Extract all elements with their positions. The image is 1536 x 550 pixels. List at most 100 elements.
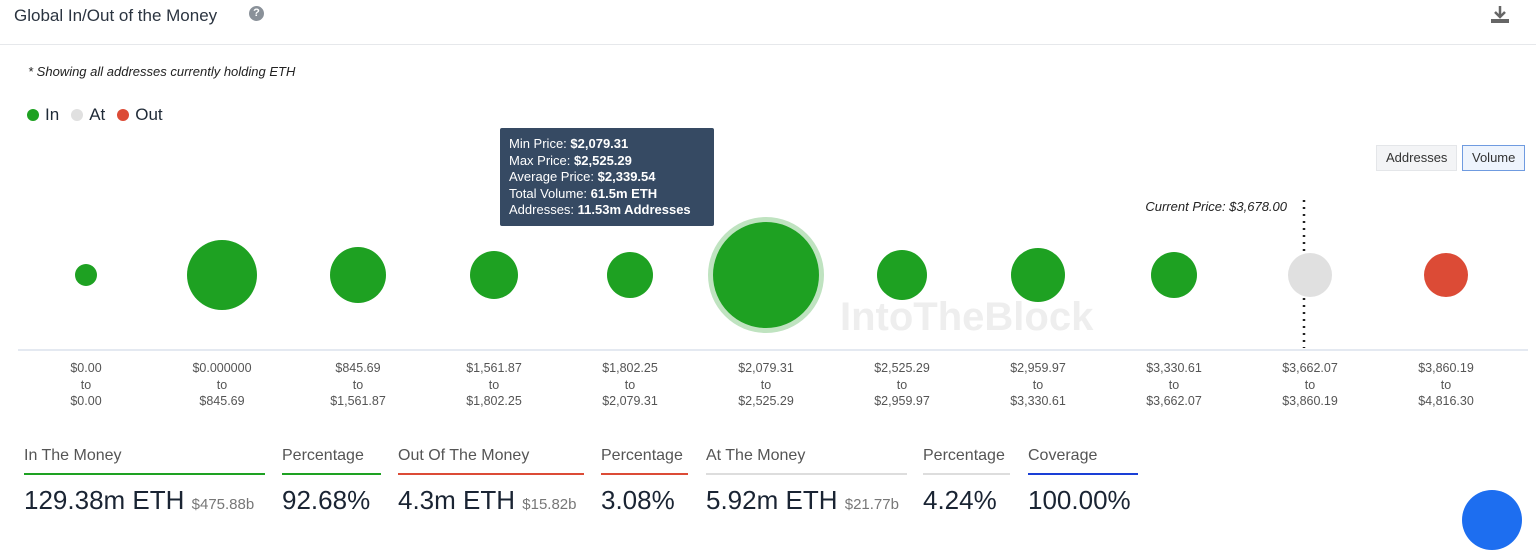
bucket-label-line: $3,330.61: [1010, 394, 1066, 408]
bucket-label-line: to: [1032, 377, 1044, 392]
tooltip-label: Total Volume:: [509, 185, 588, 201]
stat-value-main: 92.68%: [282, 485, 371, 515]
bucket-label-line: $2,079.31: [602, 394, 658, 408]
tooltip-addresses: 11.53m Addresses: [577, 202, 691, 217]
bucket-label: $2,959.97 to $3,330.61: [978, 360, 1098, 410]
tooltip-min-price: $2,079.31: [570, 136, 629, 151]
stat-value-usd: $21.77b: [844, 496, 899, 513]
bucket-label: $3,330.61 to $3,662.07: [1114, 360, 1234, 410]
at-dot-icon: [71, 109, 84, 121]
chart-note: * Showing all addresses currently holdin…: [28, 64, 296, 79]
bucket-label: $3,860.19 to $4,816.30: [1386, 360, 1506, 410]
stat-label: Percentage: [282, 447, 381, 475]
tooltip-avg-price: $2,339.54: [597, 169, 656, 184]
stat-value-main: 5.92m ETH: [706, 485, 838, 515]
bucket-label-line: to: [352, 377, 364, 392]
download-icon[interactable]: [1490, 4, 1510, 24]
bucket-label-line: $2,959.97: [874, 394, 930, 408]
tooltip-max-price: $2,525.29: [574, 152, 632, 168]
bubble[interactable]: [713, 222, 819, 328]
stat-value: 4.3m ETH $15.82b: [398, 485, 584, 516]
stat-block: Percentage 4.24%: [923, 447, 1010, 516]
bucket-label-line: $2,959.97: [1010, 361, 1066, 375]
chat-button[interactable]: [1462, 490, 1522, 550]
legend-in[interactable]: In: [27, 105, 59, 125]
out-dot-icon: [117, 109, 130, 121]
in-dot-icon: [27, 109, 39, 121]
bucket-label: $3,662.07 to $3,860.19: [1250, 360, 1370, 410]
bubble[interactable]: [75, 264, 97, 286]
tooltip: Min Price: $2,079.31 Max Price: $2,525.2…: [500, 128, 714, 226]
legend-label: In: [45, 105, 60, 124]
tooltip-label: Average Price:: [509, 169, 595, 184]
bucket-label-line: to: [896, 377, 908, 392]
bucket-label-line: $2,079.31: [738, 361, 794, 375]
addresses-toggle[interactable]: Addresses: [1376, 145, 1458, 171]
bucket-label-line: $4,816.30: [1418, 394, 1474, 408]
current-price-label: Current Price: $3,678.00: [1145, 199, 1287, 214]
bubble-chart: IntoTheBlock Current Price: $3,678.00: [18, 199, 1528, 351]
bubble[interactable]: [1424, 253, 1468, 297]
stat-block: Out Of The Money 4.3m ETH $15.82b: [398, 447, 584, 516]
stat-label: Out Of The Money: [398, 447, 584, 475]
bucket-label-line: $1,802.25: [466, 394, 522, 408]
stat-block: Percentage 3.08%: [601, 447, 688, 516]
stat-label: At The Money: [706, 447, 907, 475]
bucket-label-line: to: [760, 377, 772, 392]
stat-label: In The Money: [24, 447, 265, 475]
header: Global In/Out of the Money ?: [0, 0, 1536, 45]
bubble[interactable]: [187, 240, 257, 310]
bubble[interactable]: [470, 251, 518, 299]
bucket-label-line: $0.00: [70, 361, 102, 375]
stat-value: 4.24%: [923, 485, 1010, 516]
stat-value-main: 4.24%: [923, 485, 997, 515]
tooltip-label: Addresses:: [509, 202, 575, 217]
stat-value: 5.92m ETH $21.77b: [706, 485, 907, 516]
bucket-label: $0.000000 to $845.69: [162, 360, 282, 410]
bubble[interactable]: [330, 247, 386, 303]
legend-out[interactable]: Out: [117, 105, 163, 125]
tooltip-label: Max Price:: [509, 152, 571, 168]
bucket-label-line: $1,561.87: [466, 361, 522, 375]
bucket-label-line: to: [1168, 377, 1180, 392]
stat-value-main: 129.38m ETH: [24, 485, 185, 515]
bucket-label-line: to: [624, 377, 636, 392]
stat-value-usd: $475.88b: [191, 496, 255, 513]
stat-value: 3.08%: [601, 485, 688, 516]
bucket-label-line: $3,860.19: [1418, 361, 1474, 375]
bubble[interactable]: [607, 252, 653, 298]
legend-label: At: [89, 105, 106, 124]
watermark: IntoTheBlock: [840, 295, 1094, 339]
help-icon[interactable]: ?: [249, 6, 264, 21]
legend-at[interactable]: At: [71, 105, 105, 125]
stat-value-main: 100.00%: [1028, 485, 1131, 515]
bucket-label-line: $2,525.29: [874, 361, 930, 375]
bucket-label: $1,802.25 to $2,079.31: [570, 360, 690, 410]
tooltip-label: Min Price:: [509, 136, 567, 151]
bucket-label-line: to: [80, 377, 92, 392]
stat-block: Coverage 100.00%: [1028, 447, 1138, 516]
bucket-label-line: $2,525.29: [738, 394, 794, 408]
bubble[interactable]: [877, 250, 927, 300]
tooltip-volume: 61.5m ETH: [590, 185, 658, 201]
stat-value-main: 3.08%: [601, 485, 675, 515]
legend-label: Out: [135, 105, 163, 124]
stat-block: At The Money 5.92m ETH $21.77b: [706, 447, 907, 516]
stat-label: Coverage: [1028, 447, 1138, 475]
bucket-label-line: to: [216, 377, 228, 392]
stat-value-main: 4.3m ETH: [398, 485, 516, 515]
stat-value: 100.00%: [1028, 485, 1138, 516]
legend: In At Out: [27, 105, 167, 125]
bubble[interactable]: [1288, 253, 1332, 297]
volume-toggle[interactable]: Volume: [1462, 145, 1526, 171]
stat-block: In The Money 129.38m ETH $475.88b: [24, 447, 265, 516]
bucket-label-line: $3,860.19: [1282, 394, 1338, 408]
stat-block: Percentage 92.68%: [282, 447, 381, 516]
bubble[interactable]: [1011, 248, 1065, 302]
bubble[interactable]: [1151, 252, 1197, 298]
bucket-label-line: $3,662.07: [1146, 394, 1202, 408]
bucket-label-line: $845.69: [335, 361, 381, 375]
bucket-label-line: $3,330.61: [1146, 361, 1202, 375]
stat-value: 129.38m ETH $475.88b: [24, 485, 265, 516]
stat-label: Percentage: [923, 447, 1010, 475]
